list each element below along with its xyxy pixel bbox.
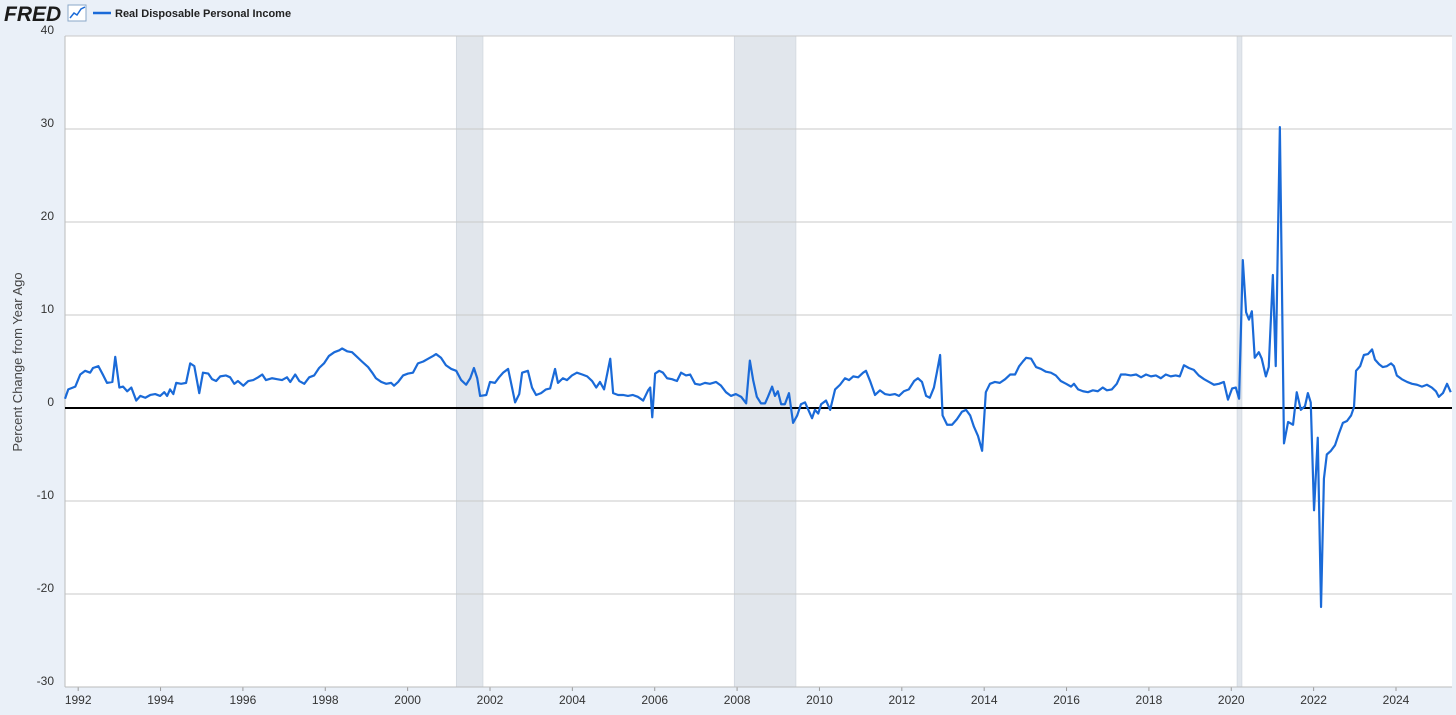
x-tick-label: 2004 [559, 693, 586, 707]
fred-logo: FRED [4, 3, 61, 26]
legend-label: Real Disposable Personal Income [115, 8, 291, 20]
x-tick-label: 2008 [724, 693, 751, 707]
recession-band [455, 35, 484, 688]
header: FRED Real Disposable Personal Income [4, 3, 291, 26]
y-tick-label: -20 [37, 581, 55, 595]
x-tick-label: 2016 [1053, 693, 1080, 707]
y-tick-label: 10 [41, 302, 55, 316]
fred-icon [67, 4, 87, 22]
x-tick-label: 2018 [1136, 693, 1163, 707]
x-tick-label: 2010 [806, 693, 833, 707]
x-tick-label: 2020 [1218, 693, 1245, 707]
x-tick-label: 2022 [1300, 693, 1327, 707]
x-tick-label: 1994 [147, 693, 174, 707]
x-tick-label: 2014 [971, 693, 998, 707]
y-tick-label: -30 [37, 674, 55, 688]
x-tick-label: 2024 [1383, 693, 1410, 707]
y-tick-label: 0 [47, 395, 54, 409]
recession-band [733, 35, 797, 688]
x-tick-label: 1992 [65, 693, 92, 707]
x-tick-label: 1996 [230, 693, 257, 707]
x-tick-label: 2000 [394, 693, 421, 707]
y-tick-label: 20 [41, 209, 55, 223]
y-tick-label: -10 [37, 488, 55, 502]
x-tick-label: 1998 [312, 693, 339, 707]
y-tick-label: 40 [41, 23, 55, 37]
x-tick-label: 2006 [641, 693, 668, 707]
x-tick-label: 2002 [477, 693, 504, 707]
series-line [63, 126, 1452, 609]
y-axis-label: Percent Change from Year Ago [10, 272, 25, 451]
x-tick-label: 2012 [888, 693, 915, 707]
y-tick-label: 30 [41, 116, 55, 130]
